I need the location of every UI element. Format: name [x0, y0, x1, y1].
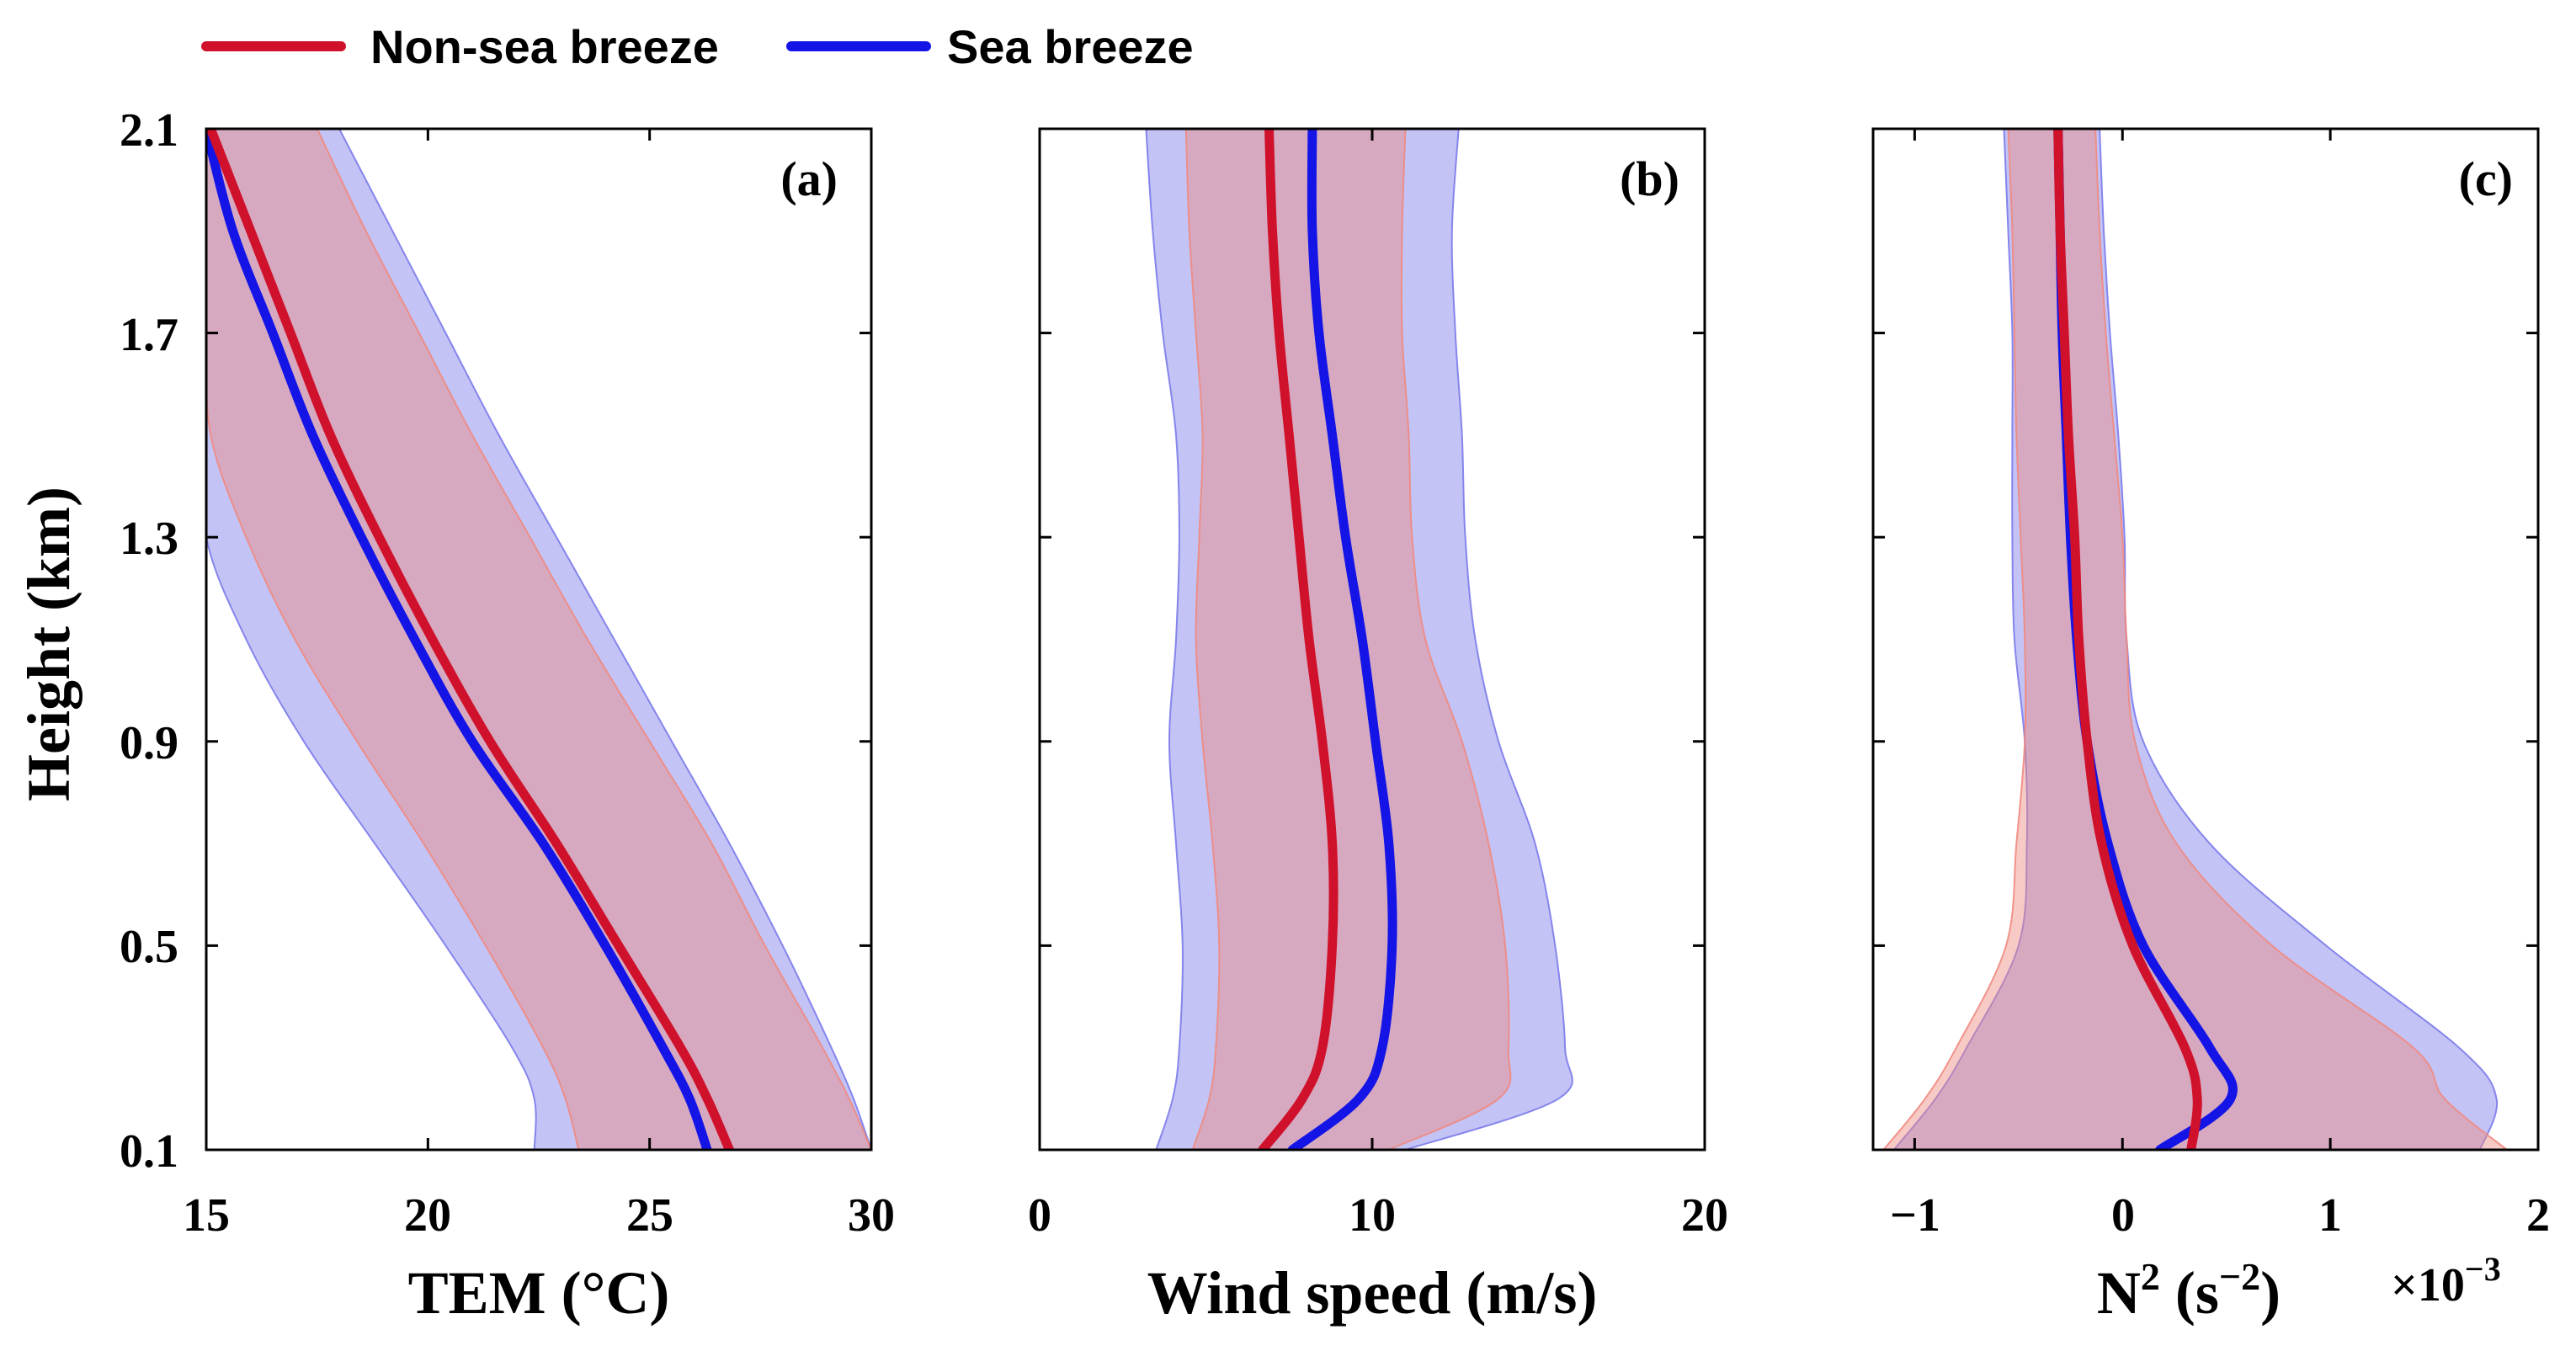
panel-a-bands: [206, 129, 871, 1150]
y-tick-label: 0.5: [120, 921, 178, 973]
band-nonsea: [1184, 129, 1512, 1150]
y-tick-label: 1.3: [120, 513, 178, 565]
label-part: ): [2260, 1259, 2281, 1327]
legend-label-sea: Sea breeze: [947, 20, 1194, 73]
panel-c-xlabel: N2 (s−2): [2097, 1255, 2281, 1327]
panel-c-bands: [1882, 129, 2509, 1150]
y-tick-label: 1.7: [120, 309, 178, 361]
x-tick-label: 25: [626, 1189, 673, 1242]
panel-c-multiplier-base: ×10: [2391, 1259, 2465, 1311]
y-tick-label: 0.9: [120, 717, 178, 769]
superscript: −2: [2219, 1255, 2260, 1298]
panel-c-multiplier-exp: −3: [2465, 1250, 2501, 1288]
panel-a-xtick-labels: 15 20 25 30: [183, 1189, 895, 1242]
panel-b-label: (b): [1620, 152, 1679, 206]
panel-b: 0 10 20 Wind speed (m/s) (b): [1028, 127, 1728, 1327]
panel-c-frame: [1871, 127, 2540, 1152]
panel-c-yticks: [1873, 127, 2538, 1152]
panel-b-xtick-labels: 0 10 20: [1028, 1189, 1728, 1242]
panel-c-ticks: [1913, 129, 2540, 1150]
x-tick-label: 20: [404, 1189, 451, 1242]
y-axis-label: Height (km): [15, 487, 82, 801]
y-tick-label: 0.1: [120, 1125, 178, 1178]
x-tick-label: −1: [1890, 1189, 1940, 1242]
panel-b-ticks: [1038, 129, 1706, 1150]
mean-line-nonsea: [206, 129, 734, 1150]
panel-c: −1 0 1 2 N2 (s−2) ×10−3 (c): [1871, 127, 2550, 1327]
panel-a-yticks: [206, 127, 871, 1152]
x-tick-label: 30: [848, 1189, 895, 1242]
x-tick-label: 1: [2318, 1189, 2342, 1242]
y-tick-labels: 0.1 0.5 0.9 1.3 1.7 2.1: [120, 104, 178, 1178]
legend: Non-sea breeze Sea breeze: [201, 20, 1194, 73]
panel-a-frame: [205, 127, 873, 1152]
band-nonsea: [206, 129, 871, 1150]
panel-b-yticks: [1040, 127, 1705, 1152]
x-tick-label: 20: [1681, 1189, 1728, 1242]
mean-line-sea: [206, 129, 712, 1150]
band-nonsea: [1882, 129, 2509, 1150]
panel-b-lines: [1258, 129, 1397, 1150]
mean-line-nonsea: [2053, 129, 2202, 1150]
label-part: (s: [2160, 1259, 2219, 1327]
label-part: N: [2097, 1259, 2141, 1327]
panel-c-lines: [2053, 129, 2238, 1150]
legend-label-nonsea: Non-sea breeze: [370, 20, 719, 73]
x-tick-label: 0: [1028, 1189, 1051, 1242]
panel-a-label: (a): [780, 152, 838, 206]
panel-a-lines: [206, 129, 734, 1150]
panel-c-xtick-labels: −1 0 1 2: [1890, 1189, 2550, 1242]
band-sea: [206, 129, 871, 1150]
band-sea: [1892, 129, 2499, 1150]
mean-line-nonsea: [1258, 129, 1339, 1150]
mean-line-sea: [1287, 129, 1397, 1150]
x-tick-label: 0: [2111, 1189, 2135, 1242]
x-tick-label: 2: [2526, 1189, 2550, 1242]
x-tick-label: 15: [183, 1189, 230, 1242]
x-tick-label: 10: [1349, 1189, 1396, 1242]
panel-b-xlabel: Wind speed (m/s): [1147, 1259, 1598, 1327]
panel-a: 0.1 0.5 0.9 1.3 1.7 2.1 15 20 25 30 TEM …: [120, 104, 895, 1327]
panel-c-multiplier: ×10−3: [2391, 1250, 2501, 1311]
panel-a-xlabel: TEM (°C): [408, 1259, 670, 1327]
panel-a-ticks: [205, 129, 873, 1150]
superscript: 2: [2141, 1255, 2160, 1298]
y-tick-label: 2.1: [120, 104, 178, 157]
panel-c-label: (c): [2459, 152, 2513, 206]
